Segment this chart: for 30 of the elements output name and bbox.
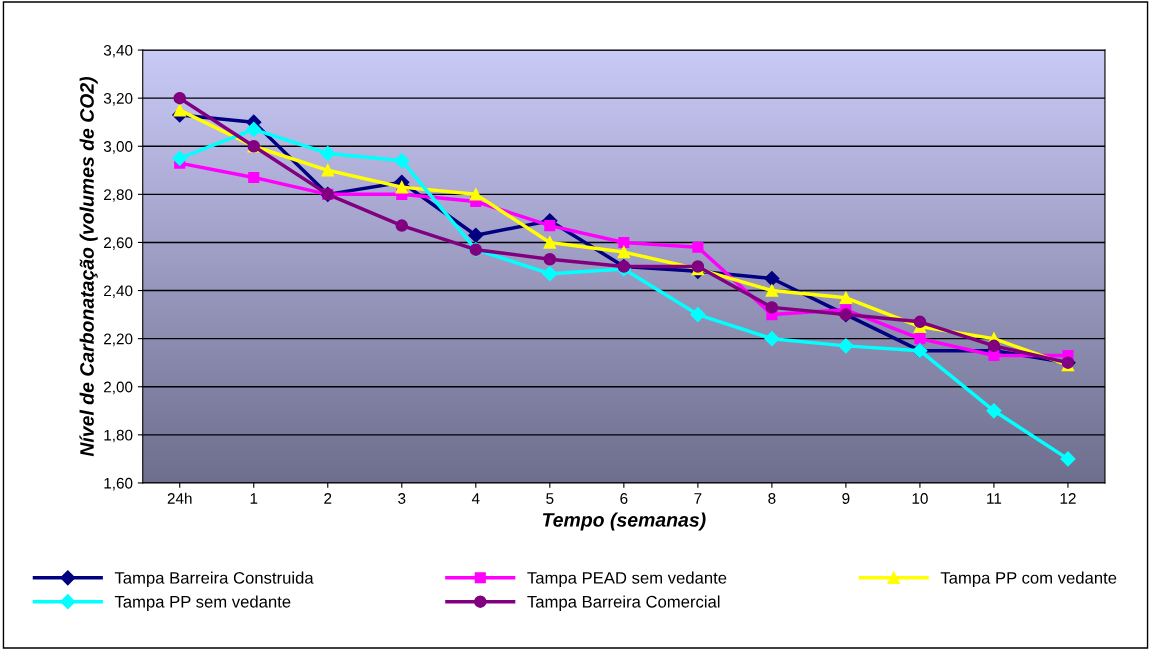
y-tick-label: 2,40 — [104, 285, 133, 299]
x-tick-label: 4 — [471, 493, 480, 504]
x-tick-label: 7 — [694, 493, 702, 504]
x-axis-title: Tempo (semanas) — [542, 512, 706, 531]
x-tick-label: 6 — [620, 493, 628, 504]
y-tick-label: 2,00 — [104, 381, 133, 395]
y-tick-label: 3,40 — [103, 44, 133, 58]
y-tick-label: 2,80 — [104, 189, 133, 202]
legend-label: Tampa PP com vedante — [940, 571, 1117, 588]
y-tick-label: 1,60 — [104, 477, 133, 491]
x-tick-label: 5 — [546, 493, 554, 504]
legend-label: Tampa Barreira Construida — [114, 571, 314, 588]
x-tick-label: 9 — [842, 493, 850, 504]
x-tick-label: 1 — [250, 493, 258, 504]
x-tick-label: 11 — [987, 493, 1002, 504]
x-tick-label: 24h — [167, 492, 192, 504]
y-axis-title: Nível de Carbonatação (volumes de CO2) — [79, 76, 98, 457]
y-tick-label: 2,60 — [104, 237, 133, 250]
y-tick-label: 2,20 — [104, 333, 133, 347]
x-tick-label: 3 — [398, 493, 406, 504]
y-tick-label: 1,80 — [104, 429, 133, 443]
legend-label: Tampa PEAD sem vedante — [527, 571, 727, 588]
legend-label: Tampa PP sem vedante — [114, 595, 291, 611]
x-tick-label: 12 — [1060, 493, 1076, 504]
x-tick-label: 10 — [912, 493, 928, 504]
y-tick-label: 3,20 — [103, 93, 133, 106]
x-tick-label: 2 — [324, 493, 332, 504]
y-tick-label: 3,00 — [103, 141, 133, 154]
x-tick-label: 8 — [768, 493, 776, 504]
legend-label: Tampa Barreira Comercial — [527, 595, 720, 611]
